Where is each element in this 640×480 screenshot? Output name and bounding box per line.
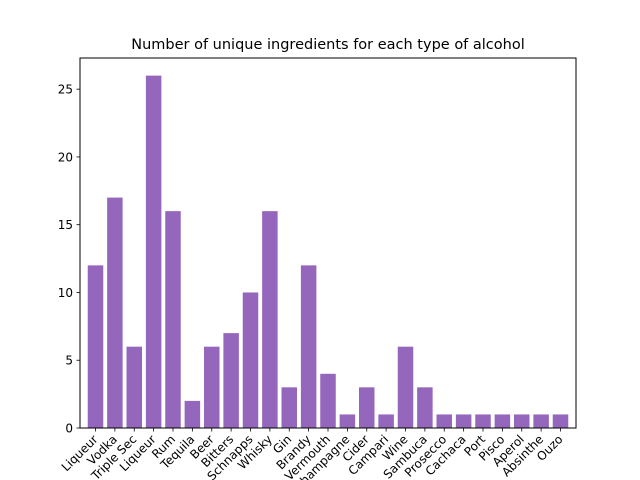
y-axis: 0 5 10 15 20 25 (58, 83, 80, 436)
bar-3 (145, 75, 162, 429)
bar-20 (475, 414, 491, 428)
y-tick-label: 15 (58, 218, 73, 232)
bar-4 (165, 211, 181, 428)
bar-1 (107, 197, 123, 428)
y-tick-label: 5 (65, 354, 73, 368)
bar-12 (320, 373, 336, 428)
y-tick-label: 20 (58, 150, 73, 164)
bar-17 (417, 387, 433, 428)
y-tick-label: 0 (65, 422, 73, 436)
bar-15 (378, 414, 394, 428)
bar-0 (87, 265, 104, 428)
bar-23 (533, 414, 549, 428)
bars (87, 75, 569, 429)
bar-19 (455, 414, 472, 428)
chart-title: Number of unique ingredients for each ty… (131, 37, 525, 53)
bar-10 (281, 387, 297, 428)
y-tick-label: 10 (58, 286, 73, 300)
bar-9 (262, 211, 278, 428)
bar-14 (359, 387, 375, 428)
bar-2 (126, 346, 142, 428)
y-tick-label: 25 (58, 83, 73, 97)
bar-24 (552, 414, 569, 428)
bar-8 (242, 292, 259, 428)
bar-11 (300, 265, 317, 428)
bar-22 (514, 414, 530, 428)
bar-5 (184, 400, 201, 428)
bar-6 (204, 346, 220, 428)
bar-7 (223, 333, 239, 428)
bar-13 (339, 414, 356, 428)
bar-21 (494, 414, 511, 428)
bar-16 (397, 346, 414, 428)
plot-frame (79, 57, 577, 429)
bar-18 (436, 414, 452, 428)
